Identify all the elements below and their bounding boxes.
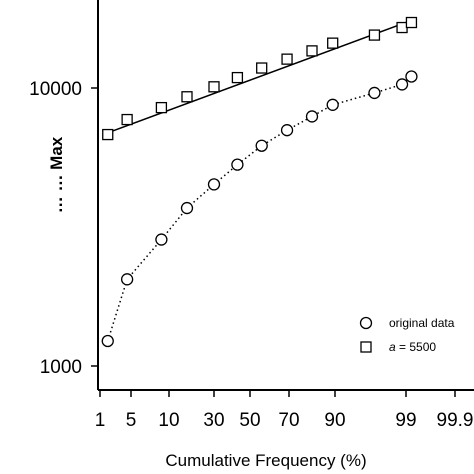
circle-marker (368, 86, 381, 100)
circle-marker (101, 334, 114, 348)
y-tick-label: 10000 (29, 79, 82, 100)
square-marker (121, 113, 133, 126)
square-marker (256, 62, 268, 74)
circle-marker (280, 124, 294, 137)
square-marker (327, 37, 339, 49)
x-tick-label: 30 (203, 410, 224, 431)
square-marker (368, 29, 381, 41)
circle-marker (120, 273, 134, 286)
x-tick-label: 5 (126, 410, 137, 431)
x-tick-label: 70 (278, 410, 299, 431)
legend-label-original-data: original data (389, 316, 455, 330)
legend-square-marker (360, 341, 372, 353)
x-tick-label: 50 (239, 410, 260, 431)
y-tick-label: 1000 (40, 357, 82, 378)
x-tick-label: 99.9 (437, 410, 474, 431)
ticks: 1 5 10 30 50 70 90 99 99.9 1000 10000 (29, 79, 473, 431)
square-marker (396, 21, 408, 34)
square-marker (281, 53, 293, 65)
circle-marker (255, 139, 268, 152)
square-marker (306, 45, 318, 57)
circle-marker (180, 201, 194, 215)
fit-line (107, 19, 412, 134)
circle-marker (155, 233, 168, 246)
circle-marker (305, 110, 319, 123)
square-marker (102, 128, 114, 141)
square-marker (155, 101, 168, 114)
circle-marker (405, 70, 418, 83)
square-marker (231, 71, 244, 84)
x-tick-label: 10 (158, 410, 179, 431)
legend: original data a = 5500 (359, 316, 455, 354)
legend-circle-marker (359, 316, 373, 330)
square-marker (181, 91, 193, 103)
x-tick-label: 1 (95, 410, 106, 431)
square-marker (208, 81, 220, 93)
x-axis-label: Cumulative Frequency (%) (165, 451, 366, 470)
series-marks (101, 16, 418, 348)
circle-marker (326, 98, 339, 111)
circle-marker (231, 158, 244, 171)
square-marker (405, 16, 418, 29)
circle-marker (207, 178, 221, 191)
y-axis-label: … … Max (47, 136, 66, 213)
x-tick-label: 99 (395, 410, 416, 431)
circle-marker (395, 78, 409, 91)
x-tick-label: 90 (324, 410, 345, 431)
legend-label-a-5500: a = 5500 (389, 340, 436, 354)
